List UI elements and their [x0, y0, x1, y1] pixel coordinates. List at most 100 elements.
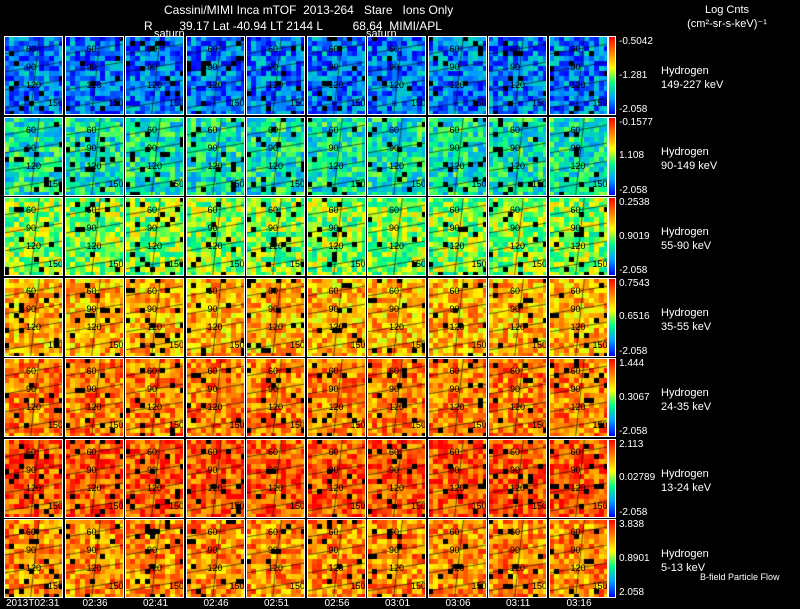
inca-image-panel	[548, 519, 608, 598]
inca-image-panel	[306, 519, 366, 598]
time-tick: 2013T02:31	[6, 598, 60, 609]
contour-label: 120	[26, 482, 42, 493]
time-tick: 02:46	[203, 598, 229, 609]
contour-label: 120	[510, 482, 526, 493]
inca-image-panel	[488, 36, 547, 115]
inca-image-panel	[4, 438, 63, 518]
inca-image-panel	[185, 519, 245, 598]
contour-label: 120	[207, 80, 223, 90]
inca-image-panel	[246, 438, 305, 518]
contour-label: 120	[207, 563, 223, 573]
contour-label: 90	[86, 142, 97, 153]
contour-label: 90	[449, 303, 460, 314]
contour-label: 90	[449, 545, 460, 555]
contour-label: 90	[26, 545, 37, 555]
contour-label: 150	[592, 339, 608, 350]
contour-label: 150	[169, 259, 185, 269]
contour-label: 120	[207, 241, 223, 251]
contour-label: 120	[389, 241, 405, 251]
contour-label: 90	[207, 62, 218, 72]
contour-label: 90	[570, 303, 581, 314]
inca-image-panel	[488, 116, 547, 196]
contour-label: 90	[510, 384, 521, 394]
contour-label: 90	[26, 223, 37, 233]
contour-label: 90	[268, 384, 279, 394]
time-tick: 02:36	[82, 598, 108, 609]
contour-label: 90	[268, 223, 279, 233]
inca-image-panel	[125, 277, 184, 357]
inca-image-panel	[246, 519, 305, 598]
contour-label: 150	[592, 259, 608, 269]
contour-label: 90	[147, 303, 158, 314]
contour-label: 150	[350, 339, 366, 350]
contour-label: 60	[86, 44, 97, 54]
contour-label: 60	[147, 527, 158, 537]
inca-image-panel	[306, 197, 366, 276]
contour-label: 150	[471, 339, 487, 350]
contour-label: 60	[510, 446, 521, 457]
inca-image-panel	[306, 36, 366, 115]
contour-label: 90	[389, 223, 400, 233]
colorbar-max-value: 2.113	[619, 438, 644, 450]
contour-label: 90	[510, 142, 521, 153]
contour-label: 150	[532, 420, 548, 430]
contour-label: 150	[48, 339, 64, 350]
colorbar-min-value: -2.058	[619, 426, 648, 437]
energy-range: 35-55 keV	[661, 320, 712, 333]
contour-label: 90	[328, 142, 339, 153]
inca-image-panel	[64, 277, 124, 357]
contour-label: 120	[147, 80, 163, 90]
inca-image-panel	[125, 197, 184, 276]
energy-range: 24-35 keV	[661, 401, 712, 413]
contour-label: 60	[510, 205, 521, 215]
inca-image-panel	[4, 197, 63, 276]
channel-label: Hydrogen 13-24 keV	[661, 467, 711, 495]
contour-label: 90	[147, 384, 158, 394]
contour-label: 120	[26, 241, 42, 251]
inca-image-panel	[125, 438, 184, 518]
contour-label: 60	[26, 366, 37, 376]
contour-label: 90	[147, 142, 158, 153]
contour-label: 90	[147, 62, 158, 72]
inca-image-panel	[367, 277, 426, 357]
contour-label: 150	[532, 500, 548, 511]
inca-image-panel	[246, 277, 305, 357]
contour-label: 150	[229, 581, 245, 591]
contour-label: 90	[328, 223, 339, 233]
inca-image-panel	[367, 36, 426, 115]
contour-label: 90	[207, 464, 218, 475]
contour-label: 60	[268, 205, 279, 215]
contour-label: 120	[86, 402, 102, 412]
contour-label: 60	[26, 527, 37, 537]
colorbar-min-value: -2.058	[619, 184, 648, 196]
contour-label: 60	[26, 44, 37, 54]
contour-label: 60	[328, 44, 339, 54]
contour-label: 90	[207, 223, 218, 233]
contour-label: 90	[268, 464, 279, 475]
contour-label: 150	[290, 339, 306, 350]
inca-image-panel	[125, 519, 184, 598]
contour-label: 150	[48, 98, 64, 108]
contour-label: 90	[570, 384, 581, 394]
inca-image-panel	[548, 116, 608, 196]
contour-label: 120	[389, 402, 405, 412]
colorbar-max-value: 1.444	[619, 358, 645, 369]
contour-label: 120	[449, 482, 465, 493]
contour-label: 60	[570, 527, 581, 537]
contour-label: 120	[268, 160, 284, 171]
contour-label: 120	[328, 160, 344, 171]
inca-image-panel	[548, 438, 608, 518]
colorbar	[608, 519, 616, 598]
inca-image-panel	[246, 116, 305, 196]
contour-label: 60	[147, 124, 158, 135]
contour-label: 150	[471, 420, 487, 430]
contour-label: 150	[592, 178, 608, 189]
contour-label: 150	[48, 581, 64, 591]
inca-image-panel	[125, 358, 184, 437]
energy-range: 5-13 keV	[661, 562, 706, 574]
contour-label: 90	[268, 62, 279, 72]
inca-image-panel	[246, 358, 305, 437]
contour-label: 150	[350, 178, 366, 189]
contour-label: 150	[169, 339, 185, 350]
contour-label: 150	[48, 420, 64, 430]
